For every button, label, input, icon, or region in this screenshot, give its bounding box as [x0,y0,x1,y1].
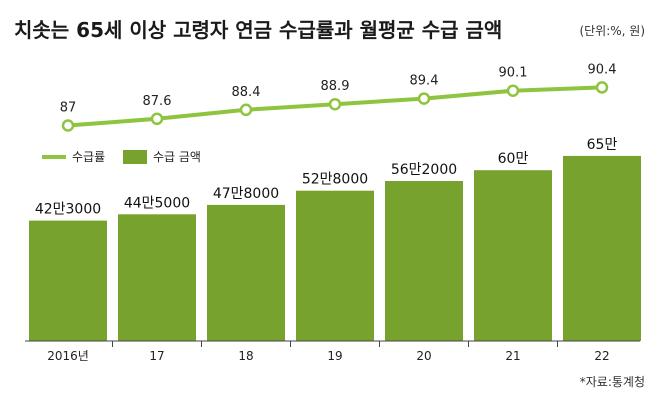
line-point-0 [61,119,75,132]
bar-data-label-1: 44만5000 [124,195,190,211]
line-point-6 [595,81,609,94]
bar-data-label-3: 52만8000 [302,172,368,188]
x-tick-label-3: 19 [327,349,342,363]
bar-3 [296,190,374,341]
bar-data-label-5: 60만 [498,151,529,167]
source-note: *자료:통계청 [580,375,645,389]
bar-4 [385,181,463,341]
line-data-label-3: 88.9 [321,79,350,94]
bar-data-label-2: 47만8000 [213,186,279,202]
x-axis-ticks: 2016년 17 18 19 20 21 22 [47,341,610,363]
unit-note: (단위:%, 원) [579,24,645,38]
line-data-label-1: 87.6 [143,94,172,109]
line-data-label-4: 89.4 [410,74,439,89]
line-data-label-6: 90.4 [588,62,617,77]
line-point-2 [239,103,253,117]
bar-data-label-6: 65만 [587,137,618,153]
x-tick-label-0: 2016년 [47,349,89,363]
bar-series-layer: 42만3000 44만5000 47만8000 52만8000 56만2000 60만 65… [29,137,641,341]
legend: 수급률 수급 금액 [42,150,201,164]
legend-line-label: 수급률 [72,150,105,164]
x-tick-label-6: 22 [594,349,609,363]
x-tick-label-5: 21 [505,349,520,363]
line-point-1 [150,112,164,126]
bar-2 [207,204,285,341]
line-series-layer: 87 87.6 88.4 88.9 89.4 90.1 90.4 [60,62,617,132]
bar-data-label-0: 42만3000 [35,202,101,218]
bar-6 [563,155,641,341]
x-tick-label-4: 20 [416,349,431,363]
line-data-label-5: 90.1 [499,66,528,81]
legend-bar-swatch [123,150,147,164]
line-point-4 [417,92,431,105]
x-tick-label-1: 17 [149,349,164,363]
line-point-3 [328,97,342,111]
line-data-label-2: 88.4 [232,85,261,100]
bar-0 [29,220,107,341]
bar-data-label-4: 56만2000 [391,162,457,178]
x-tick-label-2: 18 [238,349,253,363]
line-data-label-0: 87 [60,101,77,116]
bar-5 [474,170,552,341]
line-point-5 [506,84,520,97]
legend-bar-label: 수급 금액 [153,150,201,164]
bar-1 [118,214,196,341]
chart-title: 치솟는 65세 이상 고령자 연금 수급률과 월평균 수급 금액 [14,18,502,42]
